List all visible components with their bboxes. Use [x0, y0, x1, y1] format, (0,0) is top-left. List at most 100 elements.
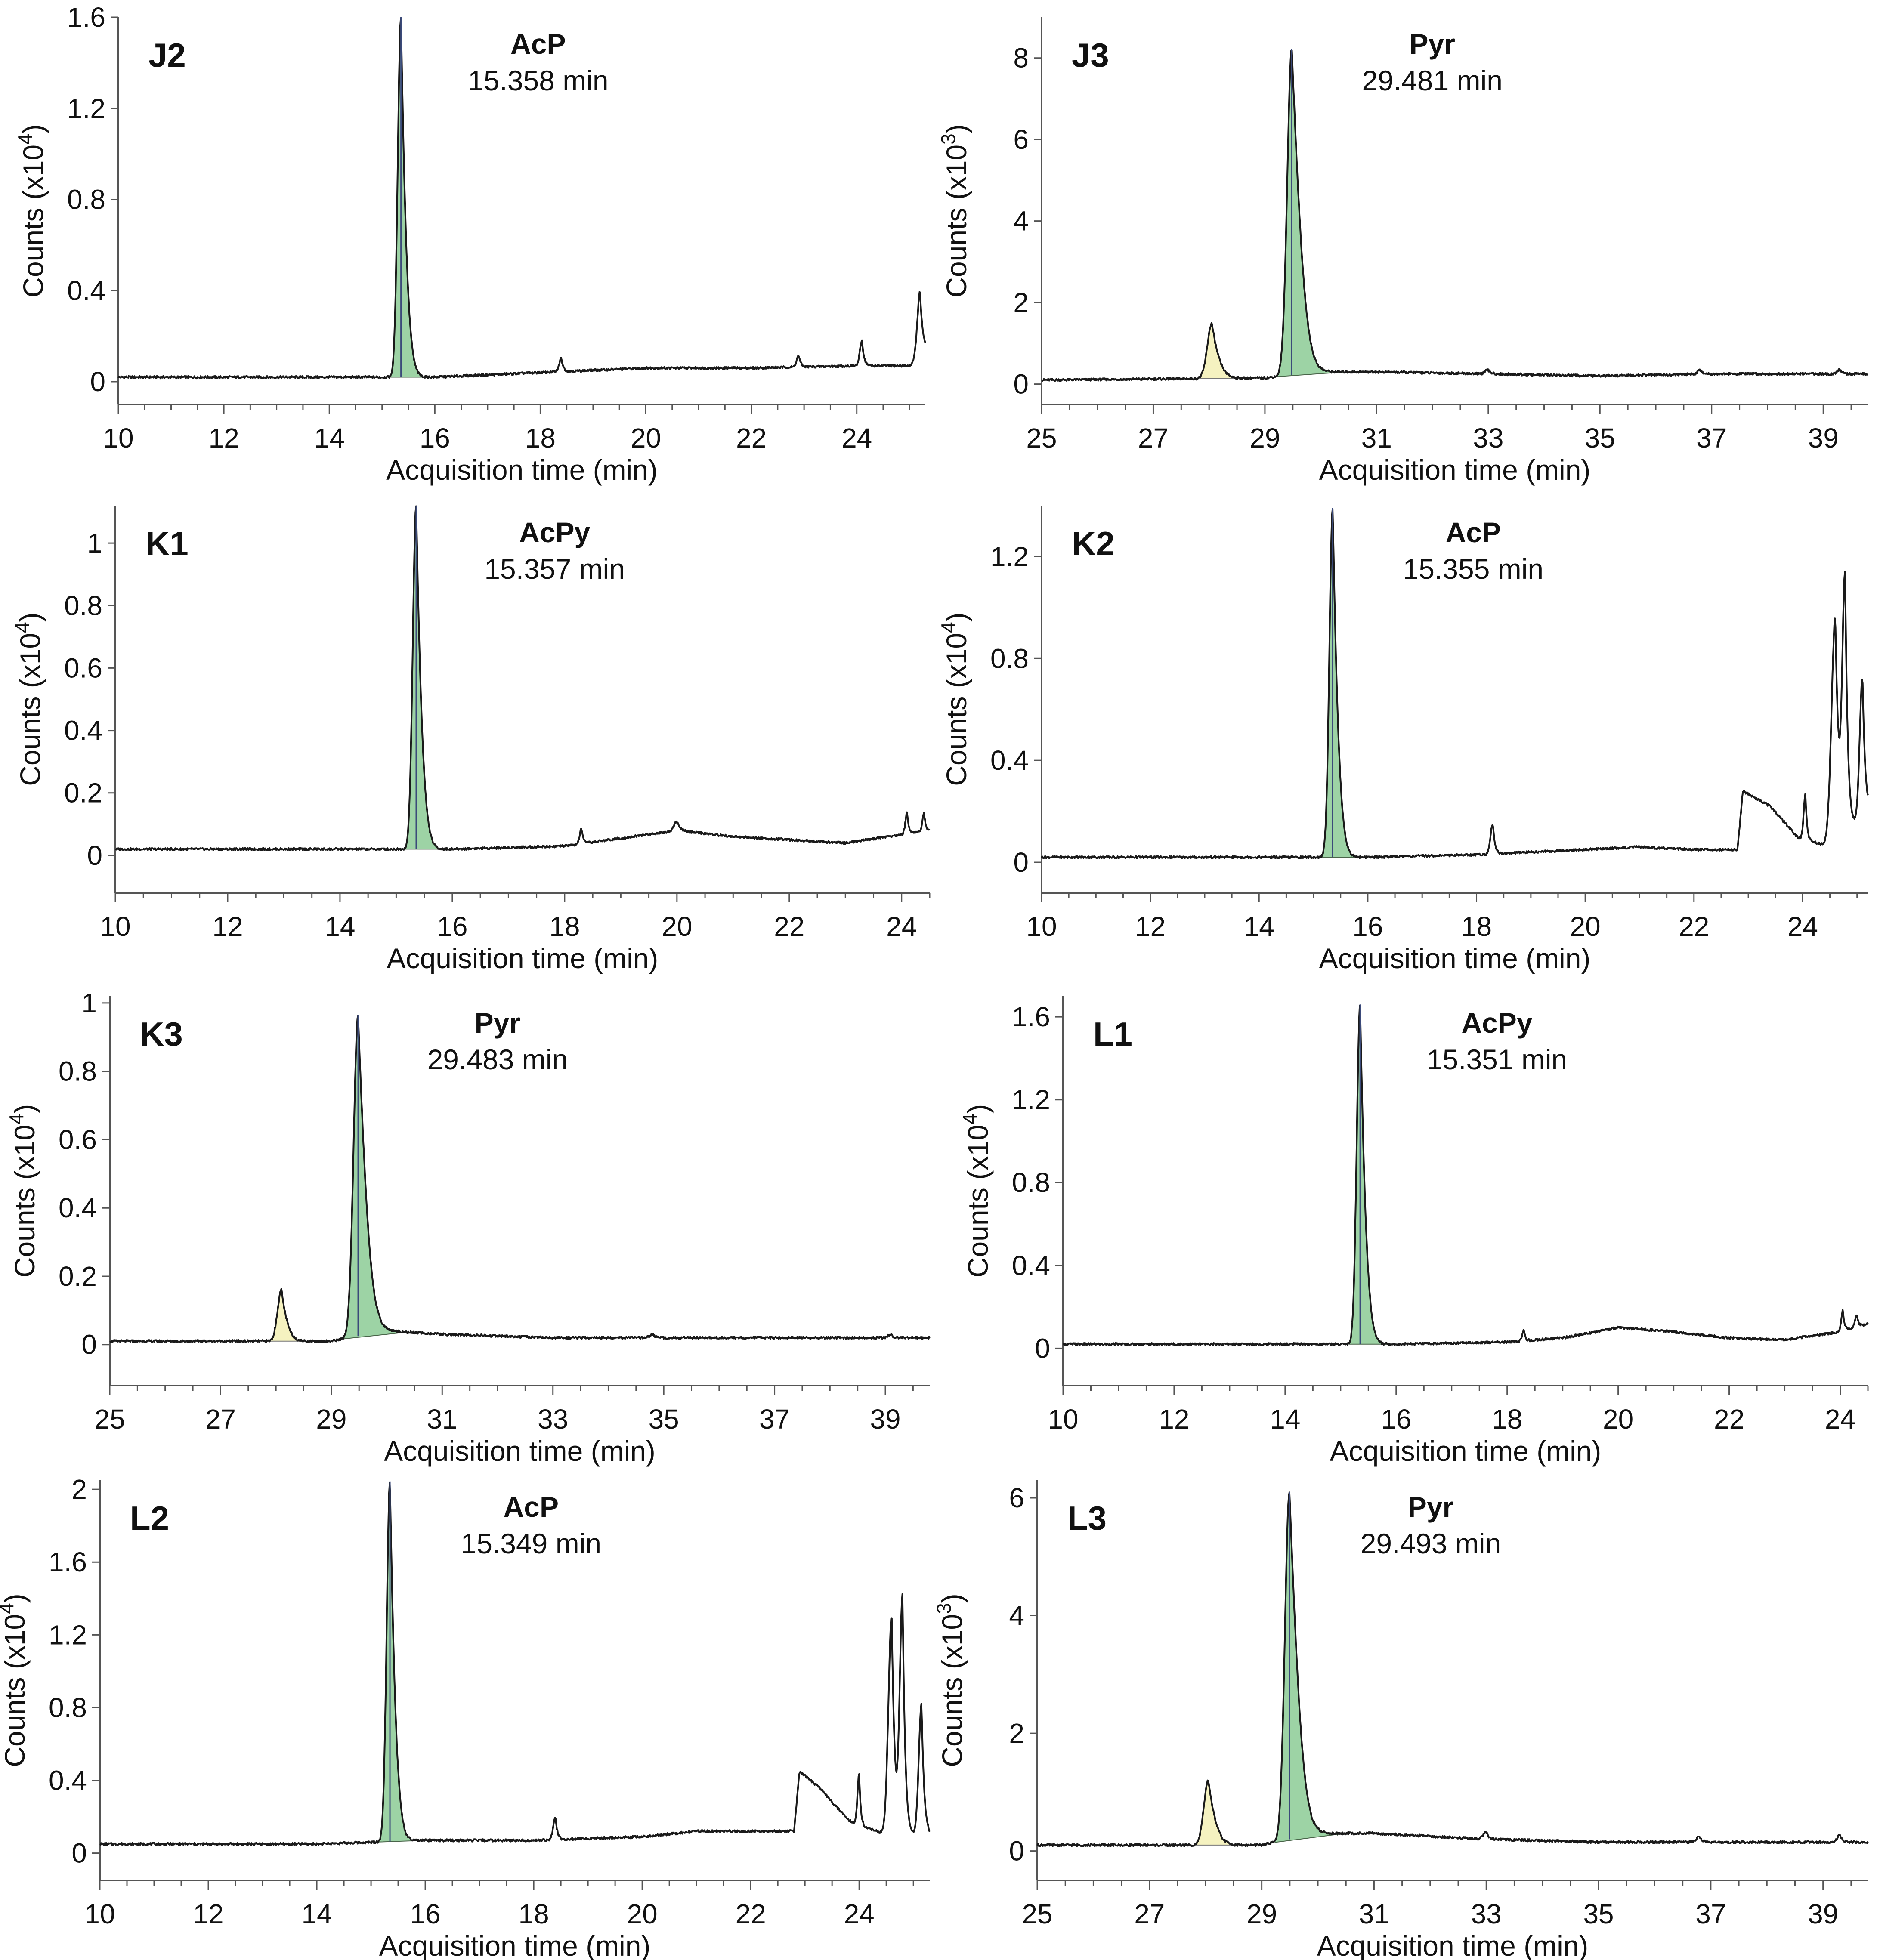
y-tick-label: 0.4	[1012, 1250, 1050, 1281]
x-tick-label: 14	[325, 911, 355, 942]
y-axis-title: Counts (x104)	[0, 1593, 31, 1767]
x-tick-label: 24	[1825, 1404, 1855, 1435]
peak-time-label: 29.481 min	[1362, 65, 1503, 96]
peak-name-label: AcP	[510, 28, 566, 60]
y-tick-label: 0.4	[59, 1192, 97, 1223]
y-tick-label: 1	[87, 528, 102, 559]
y-tick-label: 0.6	[64, 652, 102, 683]
chromatogram-trace	[1041, 508, 1869, 859]
side-peak-area	[1198, 322, 1246, 380]
x-axis-title: Acquisition time (min)	[1319, 454, 1591, 486]
chromatogram-trace	[1062, 1005, 1869, 1346]
x-tick-label: 18	[1492, 1404, 1522, 1435]
y-tick-label: 1	[81, 988, 97, 1019]
y-tick-label: 0	[1013, 847, 1029, 878]
x-tick-label: 29	[316, 1404, 346, 1435]
x-tick-label: 16	[1381, 1404, 1411, 1435]
y-tick-label: 0.4	[990, 745, 1029, 776]
x-tick-label: 22	[736, 423, 767, 454]
peak-time-label: 15.351 min	[1427, 1043, 1568, 1075]
x-tick-label: 35	[649, 1404, 679, 1435]
x-tick-label: 10	[100, 911, 130, 942]
x-tick-label: 20	[662, 911, 692, 942]
x-tick-label: 16	[420, 423, 450, 454]
x-tick-label: 22	[736, 1898, 766, 1929]
panel-label: K3	[140, 1015, 183, 1053]
x-tick-label: 35	[1583, 1898, 1614, 1929]
panel-l2: 10 12 14 16 18 20 22 24 0 0.4 0.8 1.2 1.6 2 Acquisitio…	[0, 1474, 931, 1960]
x-tick-label: 14	[314, 423, 345, 454]
y-tick-label: 0.8	[49, 1692, 87, 1723]
x-tick-label: 20	[627, 1898, 658, 1929]
peak-time-label: 15.355 min	[1403, 553, 1544, 585]
side-peak-area	[269, 1289, 310, 1343]
main-peak-area	[1274, 1492, 1346, 1843]
x-axis-title: Acquisition time (min)	[384, 1435, 656, 1467]
y-tick-label: 0.4	[67, 275, 105, 306]
y-axis-title: Counts (x104)	[937, 612, 972, 786]
x-tick-label: 37	[1695, 1898, 1726, 1929]
main-peak-area	[405, 506, 444, 850]
x-tick-label: 12	[209, 423, 239, 454]
peak-time-label: 15.357 min	[484, 553, 625, 585]
y-tick-label: 0.4	[49, 1765, 87, 1796]
x-tick-label: 18	[1461, 911, 1492, 942]
x-axis-title: Acquisition time (min)	[1317, 1930, 1589, 1960]
x-tick-label: 22	[1714, 1404, 1744, 1435]
panel-j2: 10 12 14 16 18 20 22 24 0 0.4 0.8 1.2 1.6 Acquisition…	[14, 2, 926, 486]
peak-name-label: Pyr	[475, 1007, 520, 1039]
x-tick-label: 25	[1022, 1898, 1052, 1929]
chromatogram-trace	[1036, 1491, 1869, 1847]
peak-name-label: AcP	[504, 1491, 559, 1523]
x-tick-label: 29	[1246, 1898, 1277, 1929]
peak-time-label: 29.483 min	[427, 1043, 568, 1075]
y-tick-label: 0.2	[64, 778, 102, 809]
x-tick-label: 18	[549, 911, 580, 942]
x-tick-label: 20	[631, 423, 661, 454]
y-tick-label: 0.8	[990, 643, 1029, 674]
x-tick-label: 24	[886, 911, 917, 942]
y-tick-label: 1.6	[49, 1546, 87, 1577]
x-tick-label: 27	[1138, 423, 1169, 454]
panel-label: L2	[130, 1499, 169, 1537]
x-tick-label: 16	[410, 1898, 440, 1929]
x-tick-label: 33	[1471, 1898, 1502, 1929]
x-axis-title: Acquisition time (min)	[379, 1930, 651, 1960]
panel-l3: 25 27 29 31 33 35 37 39 0 2 4 6 Acquisition time (mi…	[933, 1480, 1869, 1960]
panel-k2: 10 12 14 16 18 20 22 24 0 0.4 0.8 1.2 Acquisition ti…	[937, 506, 1869, 974]
x-tick-label: 39	[870, 1404, 900, 1435]
x-tick-label: 12	[1159, 1404, 1189, 1435]
y-axis-title: Counts (x103)	[937, 124, 972, 297]
y-tick-label: 0	[90, 366, 105, 397]
x-tick-label: 18	[525, 423, 556, 454]
panel-k3: 25 27 29 31 33 35 37 39 0 0.2 0.4 0.6 0.8 1 Acquisitio…	[5, 988, 931, 1467]
x-tick-label: 20	[1603, 1404, 1633, 1435]
x-tick-label: 22	[1679, 911, 1709, 942]
y-tick-label: 0	[1035, 1333, 1050, 1364]
x-tick-label: 10	[103, 423, 133, 454]
x-tick-label: 14	[1244, 911, 1274, 942]
x-tick-label: 12	[212, 911, 243, 942]
y-tick-label: 0.4	[64, 715, 102, 746]
y-axis-title: Counts (x104)	[11, 612, 46, 786]
panel-label: J2	[148, 36, 186, 74]
x-tick-label: 12	[193, 1898, 223, 1929]
x-tick-label: 10	[1026, 911, 1057, 942]
y-tick-label: 0.8	[64, 590, 102, 621]
y-axis-title: Counts (x104)	[14, 124, 49, 297]
main-peak-area	[379, 1482, 417, 1843]
y-tick-label: 0.8	[67, 184, 105, 215]
x-tick-label: 33	[538, 1404, 568, 1435]
peak-name-label: AcP	[1446, 516, 1501, 548]
x-tick-label: 31	[1359, 1898, 1389, 1929]
x-tick-label: 33	[1473, 423, 1503, 454]
panel-label: K1	[145, 525, 189, 562]
panel-l1: 10 12 14 16 18 20 22 24 0 0.4 0.8 1.2 1.6 Acquisition…	[959, 996, 1869, 1467]
x-tick-label: 27	[1134, 1898, 1165, 1929]
x-tick-label: 22	[774, 911, 804, 942]
x-tick-label: 24	[841, 423, 872, 454]
x-tick-label: 25	[1026, 423, 1057, 454]
x-axis-title: Acquisition time (min)	[387, 942, 659, 974]
y-tick-label: 1.2	[67, 93, 105, 124]
main-peak-area	[1322, 509, 1360, 858]
